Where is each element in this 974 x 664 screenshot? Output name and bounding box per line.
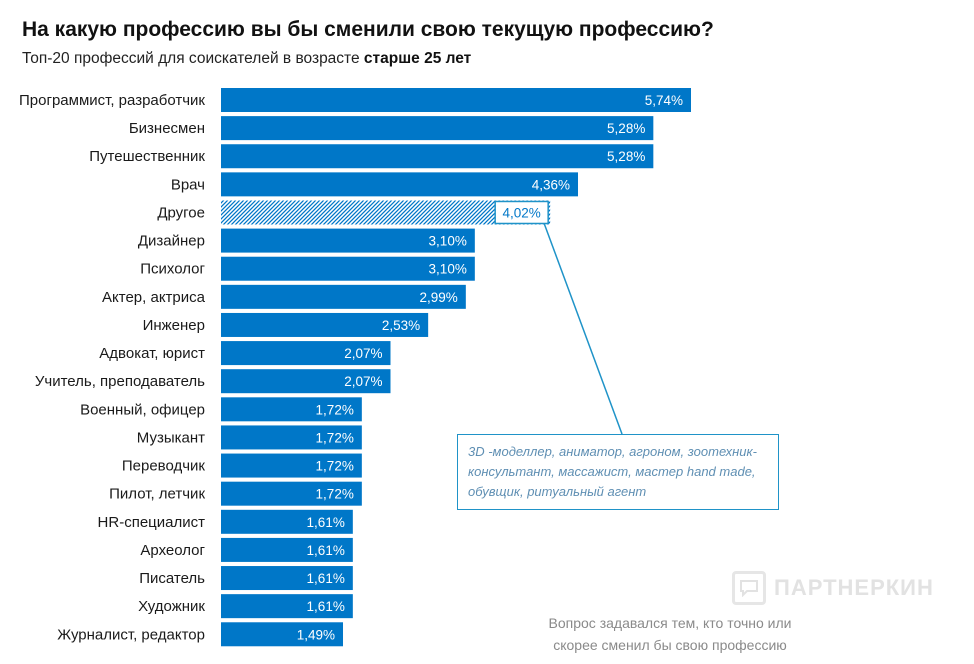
bar <box>221 172 579 197</box>
value-label: 1,72% <box>316 487 354 502</box>
category-label: Актер, актриса <box>102 289 206 306</box>
bar <box>221 284 466 309</box>
value-label: 3,10% <box>429 234 467 249</box>
value-label: 1,61% <box>307 599 345 614</box>
value-label: 1,61% <box>307 571 345 586</box>
value-label: 1,61% <box>307 543 345 558</box>
annotation-note: 3D -моделлер, аниматор, агроном, зоотехн… <box>457 434 779 510</box>
bar <box>221 256 475 281</box>
value-label: 2,53% <box>382 318 420 333</box>
bar <box>221 397 362 422</box>
chart-title: На какую профессию вы бы сменили свою те… <box>22 18 714 41</box>
category-label: Врач <box>171 176 205 193</box>
value-label: 5,28% <box>607 149 645 164</box>
category-label: Переводчик <box>122 458 206 475</box>
value-label: 1,61% <box>307 515 345 530</box>
bar <box>221 453 362 478</box>
bar <box>221 425 362 450</box>
logo-icon <box>732 571 766 605</box>
bar <box>221 116 654 141</box>
category-label: Журналист, редактор <box>57 626 205 643</box>
value-label: 2,99% <box>420 290 458 305</box>
bar <box>221 622 344 647</box>
value-label: 2,07% <box>344 374 382 389</box>
value-label: 3,10% <box>429 262 467 277</box>
category-label: Писатель <box>139 570 205 587</box>
bar <box>221 312 429 337</box>
value-label: 4,02% <box>503 205 541 220</box>
footnote-line-2: скорее сменил бы свою профессию <box>553 637 787 653</box>
category-label: Археолог <box>140 542 205 559</box>
value-label: 5,28% <box>607 121 645 136</box>
category-label: Дизайнер <box>138 233 205 250</box>
subtitle-emphasis: старше 25 лет <box>363 50 472 67</box>
bar <box>221 228 475 253</box>
subtitle-text: Топ-20 профессий для соискателей в возра… <box>22 50 364 67</box>
category-label: Другое <box>157 204 205 221</box>
watermark-logo: ПАРТНЕРКИН <box>732 570 934 606</box>
bar <box>221 341 391 366</box>
category-label: Бизнесмен <box>129 120 205 137</box>
category-label: Пилот, летчик <box>109 486 205 503</box>
footnote: Вопрос задавался тем, кто точно или скор… <box>500 612 840 656</box>
category-label: Художник <box>138 598 205 615</box>
footnote-line-1: Вопрос задавался тем, кто точно или <box>548 615 792 631</box>
value-label: 5,74% <box>645 93 683 108</box>
value-label: 1,72% <box>316 430 354 445</box>
bar <box>221 481 362 506</box>
category-label: Учитель, преподаватель <box>35 373 205 390</box>
value-label: 2,07% <box>344 346 382 361</box>
value-label-box <box>494 200 549 225</box>
bar <box>221 566 353 591</box>
value-label: 1,49% <box>297 627 335 642</box>
bar <box>221 144 654 169</box>
bar <box>221 88 691 112</box>
bar <box>221 537 353 562</box>
value-label: 4,36% <box>532 177 570 192</box>
category-label: Военный, офицер <box>80 401 205 418</box>
bar <box>221 509 353 534</box>
category-label: HR-специалист <box>98 514 206 531</box>
value-label: 1,72% <box>316 459 354 474</box>
bar <box>221 369 391 394</box>
logo-text: ПАРТНЕРКИН <box>774 575 934 600</box>
category-label: Психолог <box>140 261 205 278</box>
category-label: Инженер <box>143 317 205 334</box>
bar <box>221 594 353 619</box>
category-label: Адвокат, юрист <box>99 345 205 362</box>
category-label: Путешественник <box>89 148 205 165</box>
category-label: Программист, разработчик <box>19 92 205 109</box>
annotation-leader-line <box>543 223 623 435</box>
chart-subtitle: Топ-20 профессий для соискателей в возра… <box>22 50 471 68</box>
value-label: 1,72% <box>316 402 354 417</box>
category-label: Музыкант <box>137 429 205 446</box>
